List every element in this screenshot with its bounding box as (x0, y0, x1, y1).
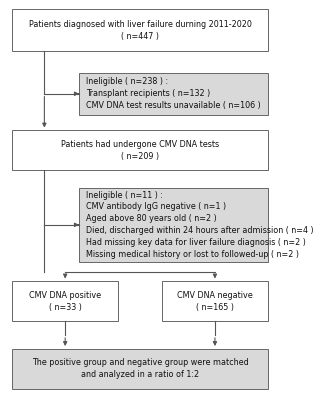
Text: CMV antibody IgG negative ( n=1 ): CMV antibody IgG negative ( n=1 ) (86, 202, 226, 212)
Text: ( n=209 ): ( n=209 ) (121, 152, 159, 161)
Text: Transplant recipients ( n=132 ): Transplant recipients ( n=132 ) (86, 89, 210, 98)
Text: CMV DNA negative: CMV DNA negative (177, 291, 253, 300)
Text: Patients diagnosed with liver failure durning 2011-2020: Patients diagnosed with liver failure du… (29, 20, 251, 29)
Text: Died, discharged within 24 hours after admission ( n=4 ): Died, discharged within 24 hours after a… (86, 226, 314, 235)
Text: ( n=33 ): ( n=33 ) (49, 303, 82, 312)
Text: CMV DNA test results unavailable ( n=106 ): CMV DNA test results unavailable ( n=106… (86, 101, 261, 110)
FancyBboxPatch shape (13, 349, 268, 389)
Text: Ineligible ( n=238 ) :: Ineligible ( n=238 ) : (86, 77, 168, 86)
FancyBboxPatch shape (13, 9, 268, 51)
Text: The positive group and negative group were matched: The positive group and negative group we… (32, 358, 248, 367)
FancyBboxPatch shape (162, 282, 268, 321)
Text: Ineligible ( n=11 ) :: Ineligible ( n=11 ) : (86, 190, 163, 200)
Text: Missing medical history or lost to followed-up ( n=2 ): Missing medical history or lost to follo… (86, 250, 299, 259)
Text: CMV DNA positive: CMV DNA positive (29, 291, 101, 300)
Text: and analyzed in a ratio of 1:2: and analyzed in a ratio of 1:2 (81, 370, 199, 379)
FancyBboxPatch shape (13, 282, 118, 321)
Text: ( n=165 ): ( n=165 ) (196, 303, 234, 312)
Text: Patients had undergone CMV DNA tests: Patients had undergone CMV DNA tests (61, 140, 219, 149)
Text: ( n=447 ): ( n=447 ) (121, 32, 159, 41)
FancyBboxPatch shape (79, 73, 268, 114)
FancyBboxPatch shape (13, 130, 268, 170)
Text: Had missing key data for liver failure diagnosis ( n=2 ): Had missing key data for liver failure d… (86, 238, 306, 247)
FancyBboxPatch shape (79, 188, 268, 262)
Text: Aged above 80 years old ( n=2 ): Aged above 80 years old ( n=2 ) (86, 214, 217, 223)
